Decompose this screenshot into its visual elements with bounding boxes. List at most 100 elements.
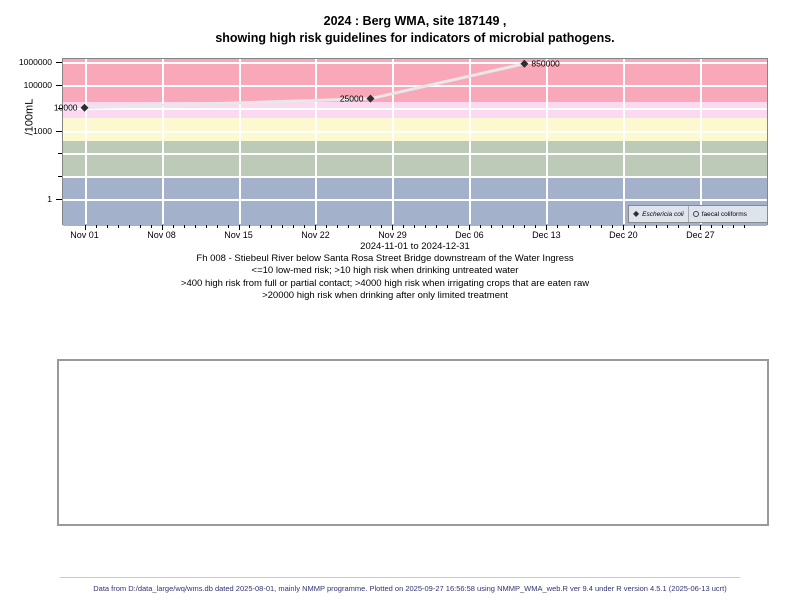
x-axis-tick	[216, 225, 218, 228]
legend-label: faecal coliforms	[701, 210, 747, 218]
footer-note: Data from D:/data_large/wq/wms.db dated …	[93, 584, 727, 593]
x-axis-tick	[403, 225, 405, 228]
x-gridline	[623, 59, 626, 224]
x-axis-tick	[722, 225, 724, 228]
x-tick-label: Nov 01	[70, 230, 99, 240]
x-axis-tick	[667, 225, 669, 228]
empty-panel	[57, 359, 769, 526]
y-axis-tick	[56, 62, 62, 64]
caption-block: Fh 008 - Stiebeul River below Santa Rosa…	[0, 253, 800, 302]
x-axis-tick	[568, 225, 570, 228]
x-axis-tick	[392, 225, 394, 230]
x-axis-tick	[95, 225, 97, 228]
y-tick-label: 1	[47, 193, 52, 204]
legend-item-escherichia-coli: ◆ Eschericia coli	[629, 206, 688, 222]
x-axis-tick	[117, 225, 119, 228]
x-axis-tick	[172, 225, 174, 228]
x-axis-tick	[260, 225, 262, 228]
x-axis-tick	[480, 225, 482, 228]
x-axis-tick	[359, 225, 361, 228]
x-axis-tick	[194, 225, 196, 228]
x-axis-tick	[458, 225, 460, 228]
x-axis-tick	[282, 225, 284, 228]
x-axis-tick	[733, 225, 735, 228]
x-axis-tick	[711, 225, 713, 228]
x-axis-tick	[469, 225, 471, 230]
x-axis-tick	[535, 225, 537, 228]
y-tick-label: 1000	[33, 125, 52, 136]
x-axis-title: 2024-11-01 to 2024-12-31	[360, 241, 470, 252]
x-gridline	[546, 59, 549, 224]
caption-risk-line-1: <=10 low-med risk; >10 high risk when dr…	[251, 265, 519, 277]
x-axis-tick	[139, 225, 141, 228]
caption-risk-line-2: >400 high risk from full or partial cont…	[180, 277, 590, 289]
x-axis-tick	[447, 225, 449, 228]
x-tick-label: Dec 06	[455, 230, 484, 240]
x-axis-tick	[656, 225, 658, 228]
diamond-marker-icon: ◆	[633, 209, 640, 218]
page-title-line-1: 2024 : Berg WMA, site 187149 ,	[323, 14, 507, 28]
x-axis-tick	[612, 225, 614, 228]
x-gridline	[469, 59, 472, 224]
x-axis-tick	[645, 225, 647, 228]
x-axis-tick	[304, 225, 306, 228]
y-axis-tick	[58, 153, 62, 155]
x-axis-tick	[381, 225, 383, 228]
x-axis-tick	[293, 225, 295, 228]
x-tick-label: Nov 22	[301, 230, 330, 240]
x-tick-label: Dec 27	[686, 230, 715, 240]
y-gridline	[63, 153, 767, 156]
x-axis-tick	[425, 225, 427, 228]
legend: ◆ Eschericia coli faecal coliforms	[628, 205, 768, 223]
x-axis-tick	[315, 225, 317, 230]
x-axis-tick	[205, 225, 207, 228]
x-axis-tick	[700, 225, 702, 230]
x-axis-tick	[128, 225, 130, 228]
y-axis-tick	[58, 176, 62, 178]
x-gridline	[84, 59, 87, 224]
x-axis-tick	[414, 225, 416, 228]
x-tick-label: Dec 20	[609, 230, 638, 240]
caption-risk-line-3: >20000 high risk when drinking after onl…	[262, 289, 508, 301]
y-gridline	[63, 198, 767, 201]
x-tick-label: Dec 13	[532, 230, 561, 240]
x-axis-tick	[348, 225, 350, 228]
y-gridline	[63, 130, 767, 133]
x-axis-tick	[689, 225, 691, 228]
x-axis-tick	[744, 225, 746, 228]
x-gridline	[315, 59, 318, 224]
risk-band	[63, 140, 767, 178]
y-gridline	[63, 176, 767, 179]
x-gridline	[161, 59, 164, 224]
x-axis-tick	[524, 225, 526, 228]
x-axis-tick	[491, 225, 493, 228]
x-axis-tick	[634, 225, 636, 228]
x-tick-label: Nov 08	[147, 230, 176, 240]
legend-item-faecal-coliforms: faecal coliforms	[687, 206, 751, 222]
caption-station: Fh 008 - Stiebeul River below Santa Rosa…	[196, 253, 574, 264]
x-axis-tick	[227, 225, 229, 228]
y-axis-tick	[56, 130, 62, 132]
x-axis-tick	[150, 225, 152, 228]
x-axis-tick	[579, 225, 581, 228]
legend-label: Eschericia coli	[642, 210, 684, 218]
footer-divider	[60, 577, 740, 578]
y-tick-label: 100000	[23, 79, 52, 90]
x-axis-tick	[513, 225, 515, 228]
x-axis-tick	[546, 225, 548, 230]
x-gridline	[392, 59, 395, 224]
x-axis-tick	[370, 225, 372, 228]
y-axis-tick	[58, 107, 62, 109]
x-axis-tick	[84, 225, 86, 230]
x-axis-tick	[601, 225, 603, 228]
x-axis-tick	[502, 225, 504, 228]
y-axis-tick	[56, 84, 62, 86]
x-axis-tick	[623, 225, 625, 230]
x-axis-tick	[326, 225, 328, 228]
x-gridline	[700, 59, 703, 224]
x-axis-tick	[557, 225, 559, 228]
open-circle-marker-icon	[692, 211, 699, 217]
x-axis-tick	[271, 225, 273, 228]
